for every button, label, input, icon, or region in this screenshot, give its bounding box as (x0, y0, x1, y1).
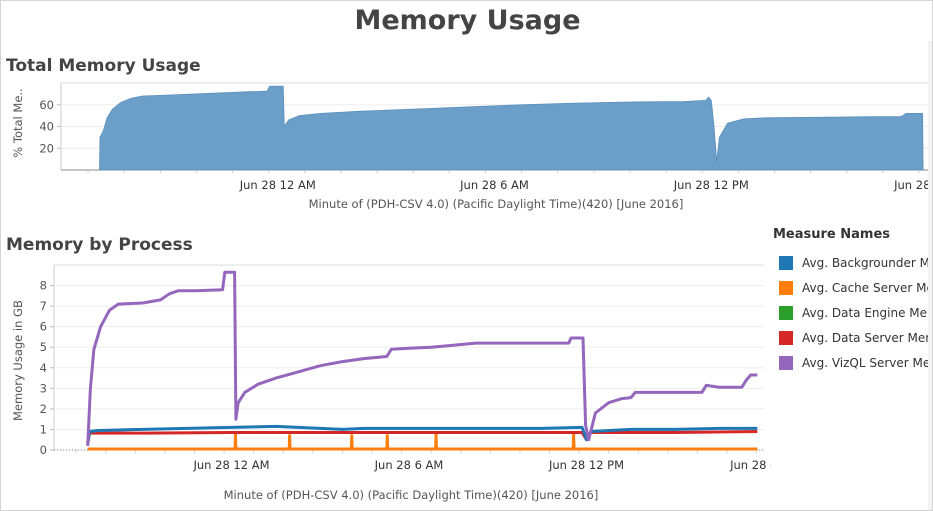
legend-label: Avg. Backgrounder Me.. (802, 255, 933, 270)
legend-item[interactable]: Avg. Backgrounder Me.. (773, 250, 933, 275)
memory-by-process-title: Memory by Process (6, 235, 193, 255)
x-tick-label: Jun 28 6 PM (729, 458, 771, 472)
y-tick-label: 5 (40, 340, 47, 354)
series-line-avg-backgrounder-me (86, 424, 758, 445)
legend-swatch (779, 305, 793, 320)
y-tick-label: 7 (40, 299, 47, 313)
y-tick-label: 8 (40, 279, 47, 293)
legend-swatch (779, 255, 793, 270)
legend-swatch (779, 330, 793, 345)
x-tick-label: Jun 28 6 PM (893, 178, 933, 192)
y-tick-label: 0 (40, 443, 47, 457)
legend-swatch (779, 355, 793, 370)
legend: Measure Names Avg. Backgrounder Me.. Avg.… (773, 227, 933, 375)
legend-title: Measure Names (773, 227, 891, 242)
series-line-avg-data-server-mem (86, 430, 758, 445)
x-tick-label: Jun 28 12 PM (673, 178, 749, 192)
legend-item[interactable]: Avg. Cache Server Me.. (773, 275, 933, 300)
memory-by-process-x-axis-label: Minute of (PDH-CSV 4.0) (Pacific Dayligh… (223, 488, 599, 502)
legend-label: Avg. Cache Server Me.. (802, 280, 933, 295)
y-tick-label: 2 (40, 402, 47, 416)
memory-by-process-chart[interactable]: 0 1 2 3 4 5 6 7 8 Jun 28 12 AM Jun 28 6 AM Jun 28 1… (1, 261, 771, 489)
x-tick-label: Jun 28 12 AM (193, 458, 270, 472)
scrollbar[interactable] (928, 41, 932, 510)
total-memory-x-axis-label: Minute of (PDH-CSV 4.0) (Pacific Dayligh… (308, 197, 684, 211)
legend-label: Avg. Data Server Mem.. (802, 330, 933, 345)
legend-swatch (779, 280, 793, 295)
y-tick-label: 60 (39, 98, 54, 112)
series-line-avg-vizql-server-me (86, 270, 758, 446)
series-line-avg-cache-server-me (87, 432, 758, 451)
y-tick-label: 20 (39, 141, 54, 155)
legend-label: Avg. Data Engine Me.. (802, 305, 933, 320)
x-tick-label: Jun 28 12 AM (239, 178, 316, 192)
y-tick-label: 3 (40, 381, 47, 395)
y-tick-label: 4 (40, 361, 47, 375)
y-tick-label: 1 (40, 422, 47, 436)
y-tick-label: 40 (39, 120, 54, 134)
x-tick-label: Jun 28 6 AM (374, 458, 444, 472)
legend-item[interactable]: Avg. VizQL Server Me.. (773, 350, 933, 375)
x-tick-label: Jun 28 12 PM (548, 458, 624, 472)
legend-item[interactable]: Avg. Data Server Mem.. (773, 325, 933, 350)
total-memory-usage-title: Total Memory Usage (6, 56, 201, 76)
total-memory-usage-chart[interactable]: 20 40 60 Jun 28 12 AM Jun 28 6 AM Jun 28 12 P… (1, 79, 933, 197)
legend-item[interactable]: Avg. Data Engine Me.. (773, 300, 933, 325)
total-memory-area (99, 85, 924, 171)
x-tick-label: Jun 28 6 AM (459, 178, 529, 192)
y-tick-label: 6 (40, 320, 47, 334)
legend-label: Avg. VizQL Server Me.. (802, 355, 933, 370)
dashboard-title: Memory Usage (354, 5, 581, 36)
